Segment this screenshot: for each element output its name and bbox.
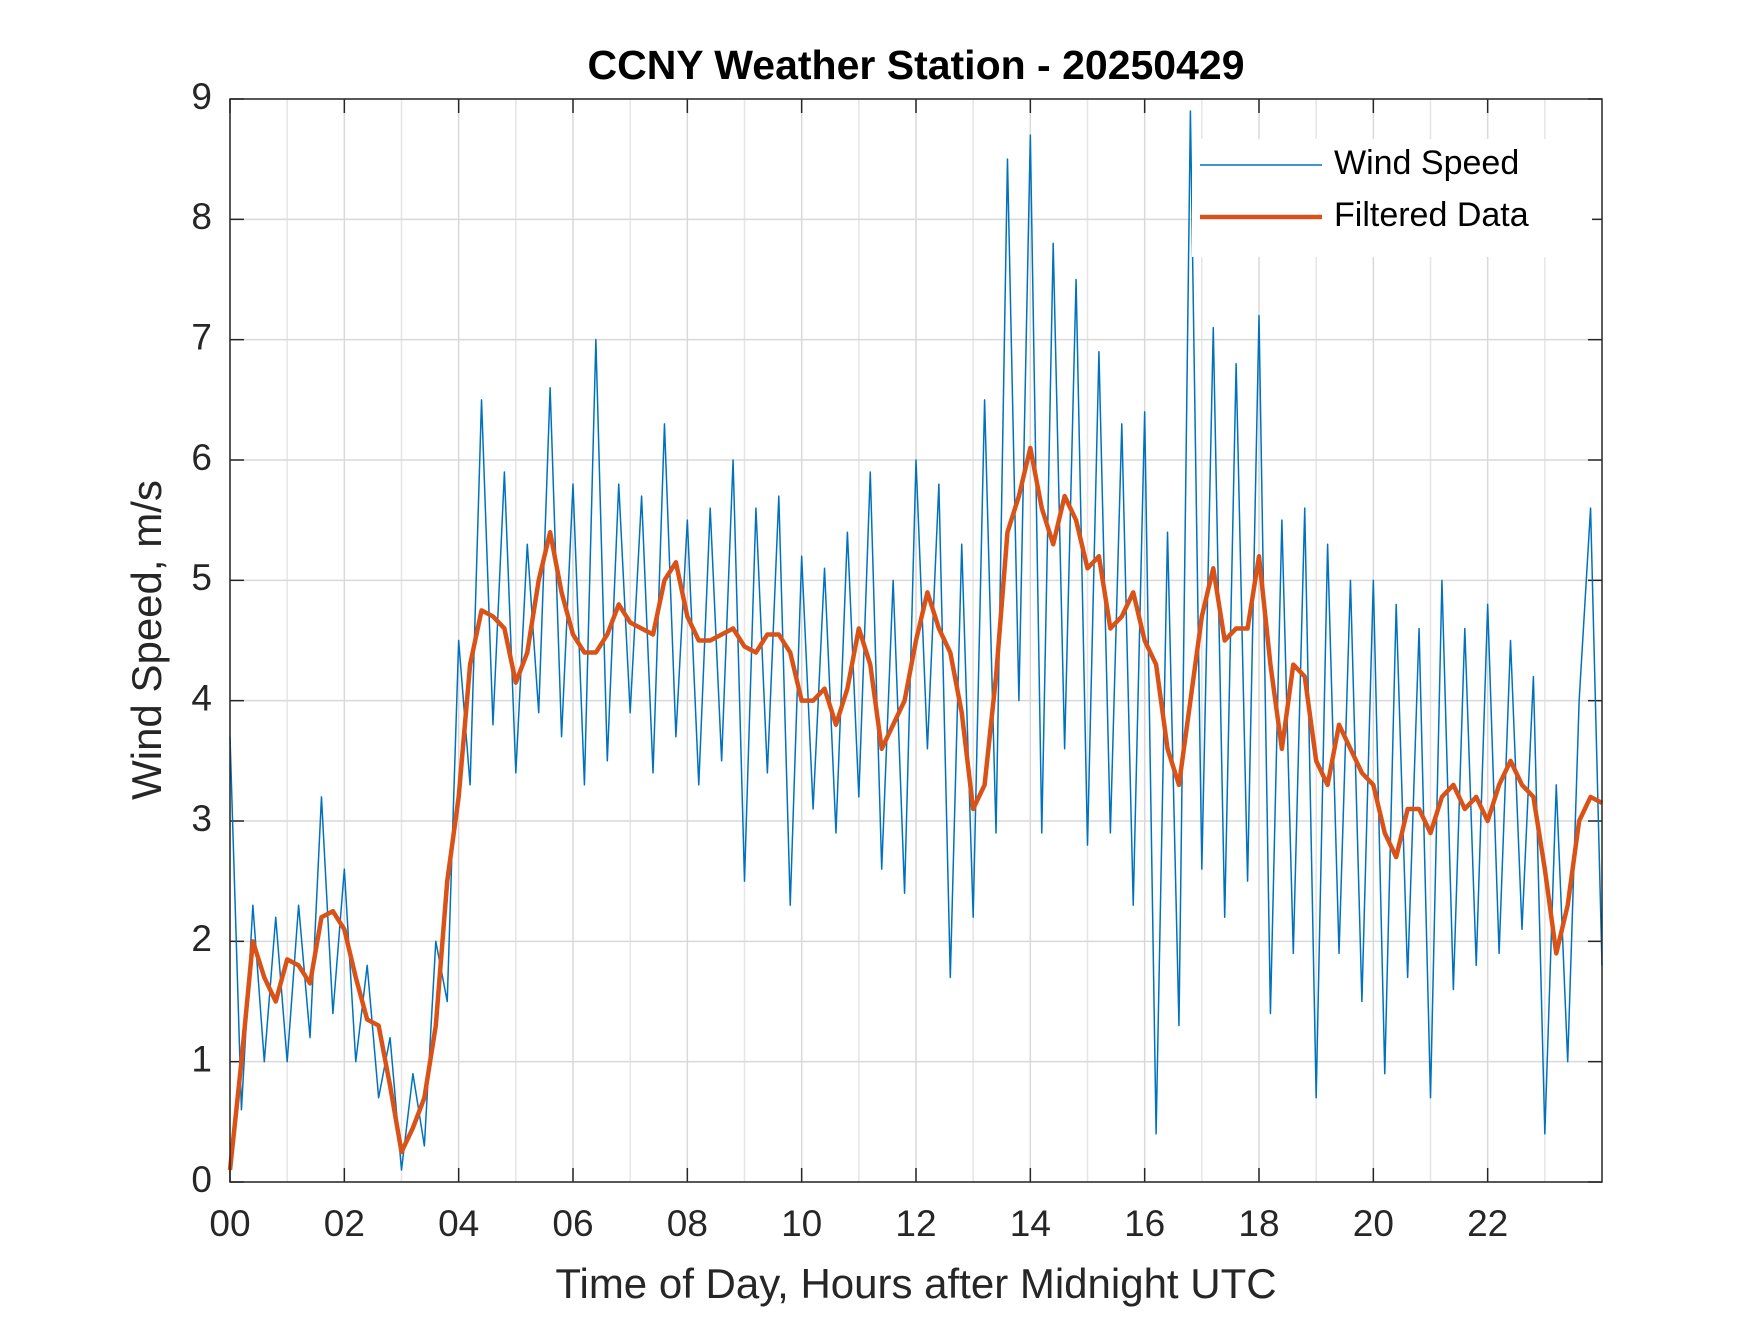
y-tick-label: 6 (191, 437, 212, 478)
y-axis-label: Wind Speed, m/s (123, 480, 170, 800)
x-tick-label: 14 (1010, 1203, 1051, 1244)
y-tick-label: 0 (191, 1159, 212, 1200)
plot-frame (229, 98, 1603, 1183)
x-tick-label: 06 (552, 1203, 593, 1244)
y-tick-label: 1 (191, 1038, 212, 1079)
chart-title: CCNY Weather Station - 20250429 (587, 42, 1244, 88)
y-tick-label: 2 (191, 918, 212, 959)
x-tick-label: 02 (324, 1203, 365, 1244)
data-line (229, 110, 1603, 1171)
x-axis-label: Time of Day, Hours after Midnight UTC (555, 1260, 1276, 1307)
legend-label: Wind Speed (1334, 144, 1519, 182)
x-tick-label: 16 (1124, 1203, 1165, 1244)
x-tick-label: 22 (1467, 1203, 1508, 1244)
x-tick-label: 18 (1238, 1203, 1279, 1244)
y-tick-label: 9 (191, 76, 212, 117)
x-tick-label: 08 (667, 1203, 708, 1244)
x-tick-label: 04 (438, 1203, 479, 1244)
y-tick-label: 3 (191, 798, 212, 839)
data-line (227, 445, 1604, 1171)
y-tick-label: 5 (191, 557, 212, 598)
y-tick-label: 4 (191, 677, 212, 718)
x-tick-label: 12 (895, 1203, 936, 1244)
legend-label: Filtered Data (1334, 196, 1529, 234)
x-tick-label: 10 (781, 1203, 822, 1244)
x-tick-label: 20 (1353, 1203, 1394, 1244)
x-tick-label: 00 (209, 1203, 250, 1244)
y-tick-label: 8 (191, 196, 212, 237)
legend: Wind Speed Filtered Data (1192, 139, 1592, 257)
y-tick-label: 7 (191, 316, 212, 357)
legend-box (1192, 139, 1592, 257)
